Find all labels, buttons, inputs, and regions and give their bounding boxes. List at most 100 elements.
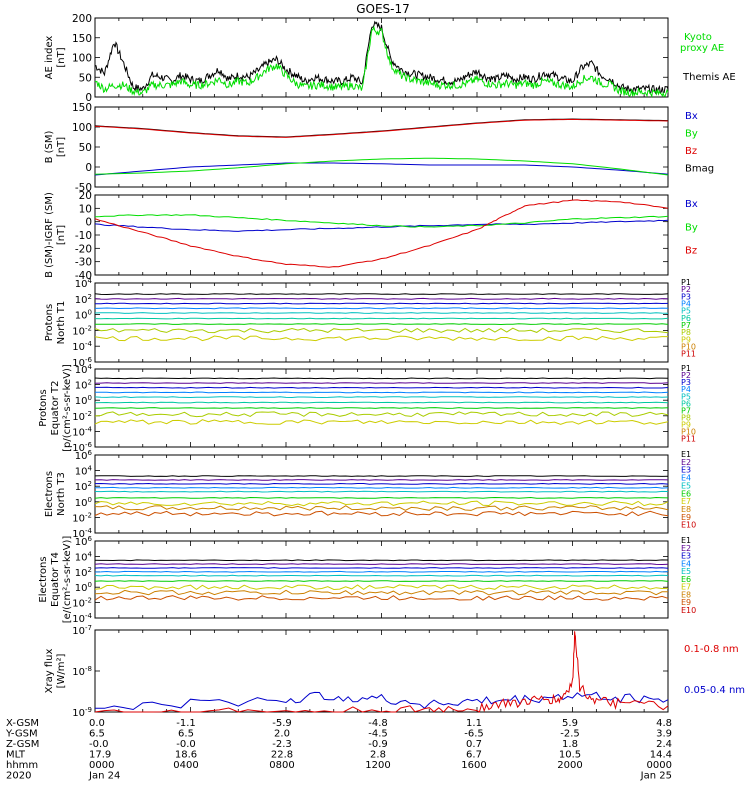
table-cell: -4.5: [368, 729, 388, 740]
series-line-bx: [94, 219, 669, 232]
channel-line-p3: [95, 302, 669, 305]
table-cell: Jan 24: [88, 771, 120, 782]
legend-entry: E9: [681, 513, 691, 522]
y-tick-label: 10-2: [72, 597, 92, 610]
table-cell: -0.0: [176, 739, 196, 750]
table-cell: -5.9: [272, 718, 292, 729]
y-tick-label: 106: [75, 535, 93, 548]
y-axis-label: [nT]: [56, 137, 67, 157]
legend-entry: By: [685, 129, 698, 140]
series-line-0-1-0-8-nm: [94, 631, 669, 713]
y-tick-label: 0: [85, 162, 92, 174]
y-tick-label: 104: [75, 363, 93, 376]
legend-entry: E4: [681, 559, 691, 568]
y-axis-label: Xray flux: [44, 649, 55, 694]
table-cell: 17.9: [89, 750, 111, 761]
table-cell: 0000: [89, 760, 114, 771]
channel-line-p4: [94, 391, 669, 394]
series-line-kyoto-proxy-ae: [94, 25, 669, 98]
y-tick-label: 100: [75, 309, 92, 322]
legend-entry: E3: [681, 466, 691, 475]
y-tick-label: 100: [72, 53, 92, 65]
y-tick-label: -30: [75, 257, 92, 269]
legend-entry: P8: [681, 328, 691, 337]
y-tick-label: 10-2: [72, 324, 92, 337]
legend-entry: 0.1-0.8 nm: [684, 644, 739, 655]
y-tick-label: 102: [75, 566, 92, 579]
channel-line-e6: [94, 496, 669, 499]
y-tick-label: 10-4: [72, 425, 92, 438]
y-tick-label: 10-9: [72, 706, 92, 719]
y-tick-label: 10: [79, 203, 92, 215]
table-cell: 2.0: [274, 729, 290, 740]
table-cell: 1600: [461, 760, 486, 771]
channel-line-p5: [94, 312, 669, 314]
y-axis-label: Electrons: [44, 471, 55, 517]
legend-entry: E8: [681, 505, 691, 514]
y-axis-label: [e/(cm²-s-sr-keV)]: [62, 536, 73, 624]
channel-line-e4: [94, 486, 669, 489]
y-axis-label: Equator T4: [50, 552, 61, 607]
table-cell: 10.5: [559, 750, 581, 761]
legend-entry: E6: [681, 489, 691, 498]
legend-entry: P8: [681, 413, 691, 422]
channel-line-p1: [94, 377, 669, 380]
y-axis-label: Equator T2: [50, 381, 61, 436]
y-tick-label: 50: [79, 142, 92, 154]
channel-line-p6: [94, 317, 669, 320]
legend-entry: P2: [681, 285, 691, 294]
panel-frame-xray: [94, 629, 669, 713]
table-cell: 2000: [557, 760, 582, 771]
channel-line-e1: [94, 475, 669, 477]
y-tick-label: -40: [75, 270, 92, 282]
legend-entry: P3: [681, 378, 691, 387]
table-cell: 1.8: [562, 739, 578, 750]
table-cell: 22.8: [271, 750, 293, 761]
y-tick-label: 104: [75, 465, 93, 478]
legend-entry: E8: [681, 590, 691, 599]
channel-line-p2: [94, 297, 669, 300]
table-cell: 0.7: [466, 739, 482, 750]
panel-frame-protons_t1: [94, 282, 669, 363]
table-cell: 0800: [269, 760, 294, 771]
y-tick-label: 10-7: [72, 624, 92, 637]
y-tick-label: 20: [79, 190, 92, 202]
table-cell: 6.5: [178, 729, 194, 740]
table-cell: -1.1: [176, 718, 196, 729]
y-axis-label: B (SM)-IGRF (SM): [44, 192, 55, 278]
channel-line-p8: [94, 411, 669, 418]
y-tick-label: 150: [72, 102, 92, 114]
y-axis-label: [nT]: [56, 225, 67, 245]
y-tick-label: 10-8: [72, 665, 92, 678]
y-tick-label: 100: [72, 122, 92, 134]
y-axis-label: North T1: [56, 301, 67, 345]
table-row-label: 2020: [6, 771, 31, 782]
y-tick-label: 10-6: [72, 441, 92, 454]
legend-entry: P4: [681, 385, 691, 394]
legend-entry: P6: [681, 314, 691, 323]
channel-line-e3: [94, 482, 669, 485]
y-tick-label: 150: [72, 33, 92, 45]
table-cell: 18.6: [175, 750, 197, 761]
legend-entry: 0.05-0.4 nm: [684, 685, 745, 696]
channel-line-e5: [94, 490, 669, 493]
channel-line-p5: [94, 396, 669, 399]
table-row-label: X-GSM: [6, 718, 39, 729]
y-axis-label: B (SM): [44, 130, 55, 163]
panel-frame-electrons_t3: [94, 454, 669, 534]
legend-entry: By: [685, 222, 698, 233]
legend-entry: E5: [681, 567, 691, 576]
y-tick-label: 10-2: [72, 511, 92, 524]
legend-entry: P5: [681, 392, 691, 401]
channel-line-p9: [94, 335, 668, 342]
legend-entry: Bx: [685, 111, 698, 122]
legend-entry: E1: [681, 536, 691, 545]
legend-entry: E10: [681, 606, 696, 615]
channel-line-e1: [94, 559, 669, 562]
y-tick-label: 0: [85, 92, 92, 104]
legend-entry: Bz: [685, 246, 697, 257]
table-cell: 3.9: [656, 729, 672, 740]
legend-entry: E3: [681, 552, 691, 561]
series-line-0-05-0-4-nm: [95, 691, 669, 711]
legend-entry: P2: [681, 371, 691, 380]
